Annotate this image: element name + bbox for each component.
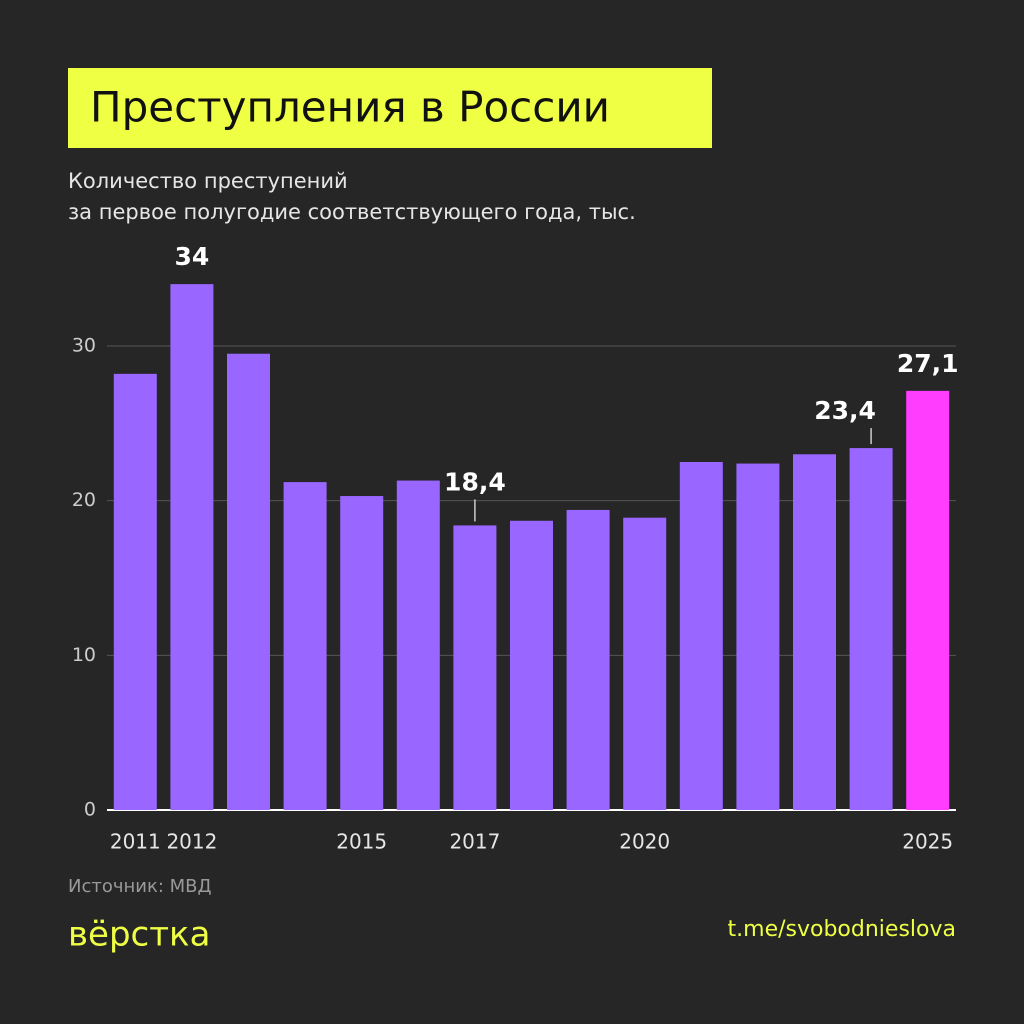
y-tick-label: 30 [72,335,96,357]
bar [453,525,497,810]
subtitle: за первое полугодие соответствующего год… [68,200,636,224]
bar [170,284,214,811]
value-label: 18,4 [444,467,506,496]
bar [623,517,667,810]
bar [113,373,157,810]
bar [906,390,950,810]
source: Источник: МВД [68,876,212,897]
bar [736,463,780,810]
x-tick-label: 2011 [110,830,161,854]
y-tick-label: 10 [72,644,96,666]
x-tick-label: 2012 [166,830,217,854]
x-tick-label: 2015 [336,830,387,854]
bar [227,353,270,810]
bar [793,454,836,810]
subtitle: Количество преступений [68,169,348,193]
bar [566,509,610,810]
bar [510,520,553,810]
value-label: 27,1 [897,349,959,378]
bar [396,480,440,810]
value-label: 23,4 [814,396,876,425]
x-tick-label: 2025 [902,830,953,854]
x-tick-label: 2020 [619,830,670,854]
y-tick-label: 0 [84,799,96,821]
title-box [68,68,712,148]
bar [340,496,384,810]
bar [283,482,327,810]
link[interactable]: t.me/svobodnieslova [728,917,956,942]
y-tick-label: 20 [72,489,96,511]
bar [679,462,723,810]
chart-title: Преступления в России [90,83,610,132]
bar [849,448,893,810]
value-label: 34 [175,242,210,271]
x-tick-label: 2017 [449,830,500,854]
brand: вёрстка [68,915,210,955]
